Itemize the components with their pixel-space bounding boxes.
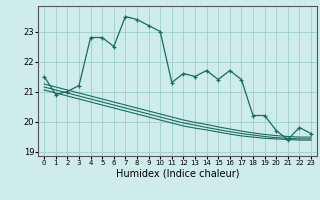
- X-axis label: Humidex (Indice chaleur): Humidex (Indice chaleur): [116, 169, 239, 179]
